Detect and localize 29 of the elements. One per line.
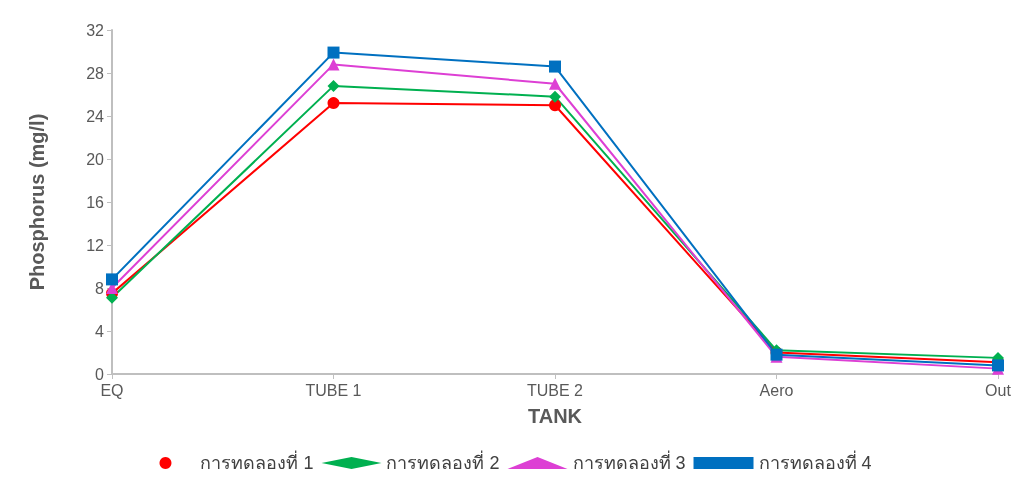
point	[549, 77, 561, 90]
x-tick-label: Out	[985, 381, 1012, 399]
legend-label: การทดลองที่ 3	[572, 450, 686, 473]
point	[327, 97, 340, 110]
x-tick-label: Aero	[759, 381, 794, 399]
legend-label: การทดลองที่ 4	[758, 450, 872, 473]
y-tick-label: 8	[95, 279, 105, 297]
y-tick-label: 4	[95, 322, 105, 340]
x-tick-label: TUBE 1	[305, 381, 362, 399]
point	[549, 99, 561, 112]
point	[106, 273, 118, 286]
y-tick-label: 24	[86, 107, 105, 125]
point	[327, 46, 340, 59]
y-tick-label: 0	[95, 365, 105, 383]
legend-label: การทดลองที่ 2	[386, 450, 500, 473]
y-tick-label: 28	[86, 64, 105, 82]
x-tick-label: EQ	[100, 381, 124, 399]
x-axis-title: TANK	[527, 405, 583, 427]
point	[327, 58, 340, 71]
y-tick-label: 20	[86, 150, 105, 168]
point	[549, 60, 561, 73]
y-tick-label: 16	[86, 193, 105, 211]
y-tick-label: 32	[86, 21, 105, 39]
y-axis-title: Phosphorus (mg/l)	[26, 113, 48, 291]
y-tick-label: 12	[86, 236, 105, 254]
legend-label: การทดลองที่ 1	[200, 450, 314, 473]
point	[327, 79, 340, 92]
point	[549, 90, 561, 103]
x-tick-label: TUBE 2	[526, 381, 584, 399]
